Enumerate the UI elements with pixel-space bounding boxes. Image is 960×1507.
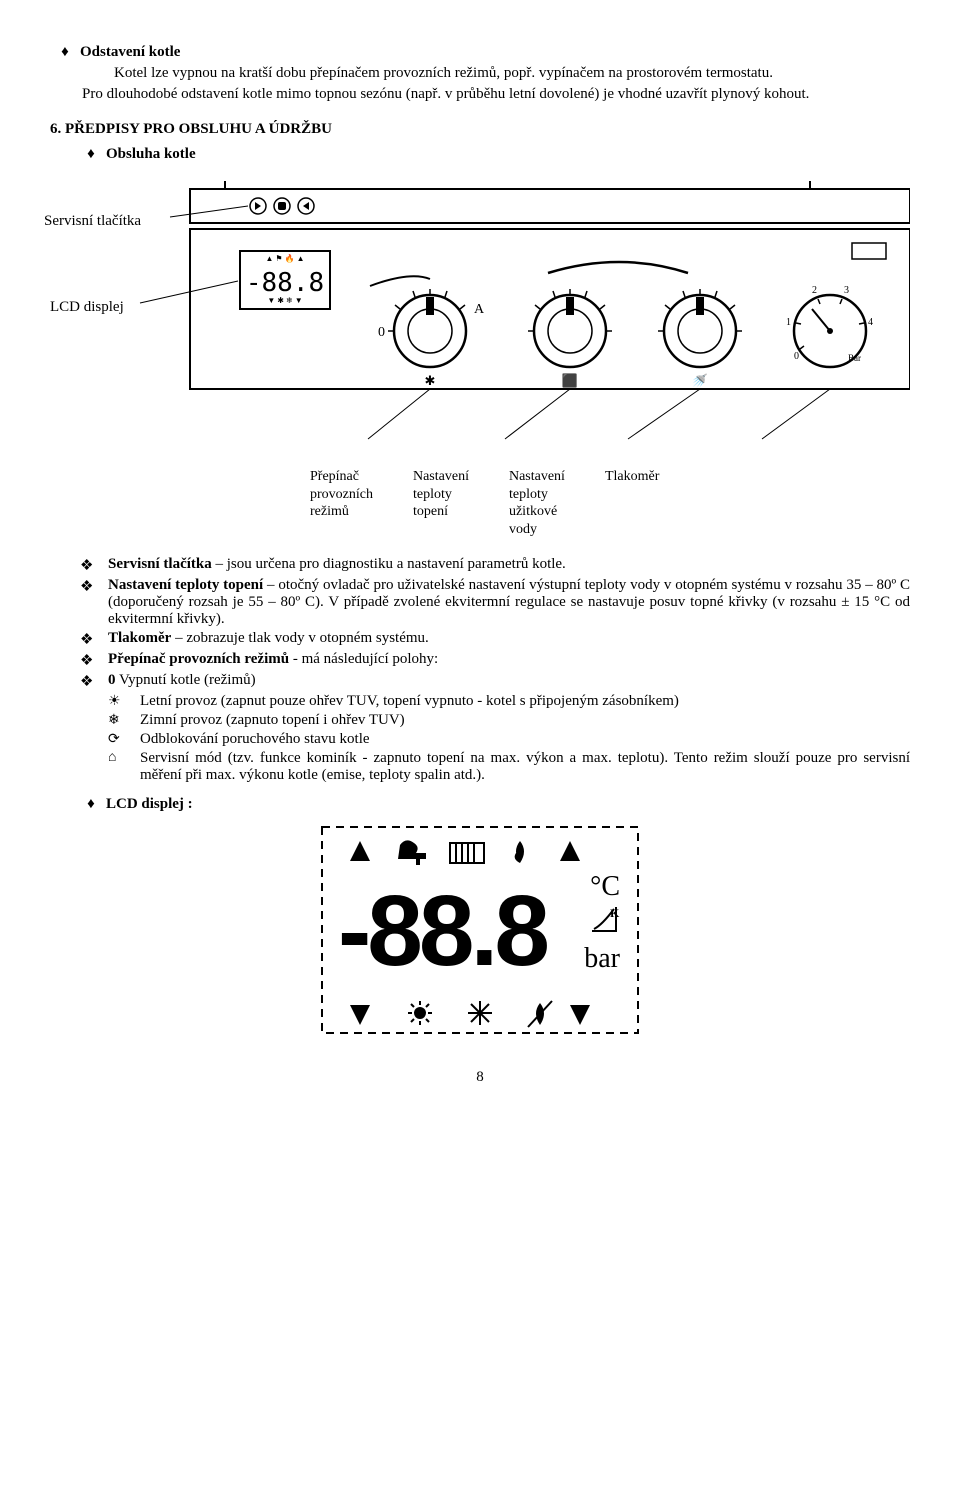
b5-rest: Vypnutí kotle (režimů) [116, 672, 256, 688]
obsluha-title-text: Obsluha kotle [106, 146, 196, 163]
svg-text:▲ ⚑ 🔥 ▲: ▲ ⚑ 🔥 ▲ [266, 253, 305, 263]
shutdown-title-text: Odstavení kotle [80, 44, 180, 61]
rules-heading: 6. PŘEDPISY PRO OBSLUHU A ÚDRŽBU [50, 121, 910, 138]
ptr-heat-l3: topení [413, 504, 448, 519]
symbol-list: ☀ Letní provoz (zapnut pouze ohřev TUV, … [108, 693, 910, 784]
bullet-heating: ❖ Nastavení teploty topení – otočný ovla… [80, 577, 910, 628]
svg-text:-88.8: -88.8 [338, 875, 547, 987]
clover-icon: ❖ [80, 556, 108, 575]
diamond-icon: ♦ [76, 796, 106, 813]
clover-icon: ❖ [80, 651, 108, 670]
clover-icon: ❖ [80, 672, 108, 691]
clover-icon: ❖ [80, 630, 108, 649]
shutdown-para2: Pro dlouhodobé odstavení kotle mimo topn… [50, 86, 910, 103]
b1-rest: – jsou určena pro diagnostiku a nastaven… [212, 556, 566, 572]
ptr-heat-l1: Nastavení [413, 469, 469, 484]
svg-text:-88.8: -88.8 [246, 268, 324, 298]
sym2-text: Zimní provoz (zapnuto topení i ohřev TUV… [140, 712, 405, 729]
sym1-text: Letní provoz (zapnut pouze ohřev TUV, to… [140, 693, 679, 710]
svg-text:°C: °C [590, 871, 620, 902]
ptr-mode: Přepínač provozních režimů [310, 468, 373, 538]
sun-icon: ☀ [108, 693, 140, 710]
svg-text:0: 0 [378, 325, 385, 340]
label-service-buttons: Servisní tlačítka [44, 213, 141, 230]
ptr-heat: Nastavení teploty topení [413, 468, 469, 538]
svg-text:1: 1 [786, 317, 791, 328]
b4-rest: - má následující polohy: [289, 651, 438, 667]
ptr-mode-l2: provozních [310, 487, 373, 502]
ptr-dhw: Nastavení teploty užitkové vody [509, 468, 565, 538]
control-panel-diagram: Servisní tlačítka LCD displej ▲ ⚑ 🔥 ▲ -8… [50, 181, 910, 446]
snowflake-icon: ❄ [108, 712, 140, 729]
ptr-mode-l1: Přepínač [310, 469, 359, 484]
label-lcd: LCD displej [50, 299, 124, 316]
svg-text:⬛: ⬛ [562, 373, 578, 388]
bullet-gauge: ❖ Tlakoměr – zobrazuje tlak vody v otopn… [80, 630, 910, 649]
svg-text:3: 3 [844, 285, 849, 296]
svg-text:0: 0 [794, 351, 799, 362]
b5-lead: 0 [108, 672, 116, 688]
clover-icon: ❖ [80, 577, 108, 628]
sym-summer: ☀ Letní provoz (zapnut pouze ohřev TUV, … [108, 693, 910, 710]
clover-list: ❖ Servisní tlačítka – jsou určena pro di… [80, 556, 910, 691]
obsluha-kotle-title: ♦ Obsluha kotle [76, 146, 910, 163]
diamond-icon: ♦ [50, 44, 80, 61]
svg-text:A: A [474, 302, 485, 317]
svg-text:2: 2 [812, 285, 817, 296]
b3-lead: Tlakoměr [108, 630, 171, 646]
svg-text:🚿: 🚿 [692, 373, 708, 388]
diamond-icon: ♦ [76, 146, 106, 163]
chimney-icon: ⌂ [108, 750, 140, 784]
svg-text:bar: bar [584, 943, 620, 974]
lcd-enlarged: °C K bar -88.8 [320, 825, 640, 1035]
sym-reset: ⟳ Odblokování poruchového stavu kotle [108, 731, 910, 748]
sym-winter: ❄ Zimní provoz (zapnuto topení i ohřev T… [108, 712, 910, 729]
section-shutdown-title: ♦ Odstavení kotle [50, 44, 910, 61]
b3-rest: – zobrazuje tlak vody v otopném systému. [171, 630, 428, 646]
sym3-text: Odblokování poruchového stavu kotle [140, 731, 370, 748]
page-number: 8 [50, 1069, 910, 1086]
svg-text:Bar: Bar [848, 353, 861, 363]
pointer-labels-row: Přepínač provozních režimů Nastavení tep… [50, 468, 910, 538]
svg-text:✱: ✱ [425, 373, 436, 388]
ptr-gauge: Tlakoměr [605, 468, 659, 538]
bullet-mode: ❖ Přepínač provozních režimů - má násled… [80, 651, 910, 670]
ptr-heat-l2: teploty [413, 487, 452, 502]
lcd-section-title: ♦ LCD displej : [76, 796, 910, 813]
ptr-dhw-l1: Nastavení [509, 469, 565, 484]
b1-lead: Servisní tlačítka [108, 556, 212, 572]
shutdown-para1: Kotel lze vypnou na kratší dobu přepínač… [82, 65, 910, 82]
sym-chimney: ⌂ Servisní mód (tzv. funkce kominík - za… [108, 750, 910, 784]
bullet-zero: ❖ 0 Vypnutí kotle (režimů) [80, 672, 910, 691]
sym4-text: Servisní mód (tzv. funkce kominík - zapn… [140, 750, 910, 784]
ptr-dhw-l4: vody [509, 522, 537, 537]
panel-svg: ▲ ⚑ 🔥 ▲ -88.8 ▼ ✱ ❄ ▼ 0 A ✱ [50, 181, 910, 441]
lcd-title-text: LCD displej : [106, 796, 193, 813]
ptr-mode-l3: režimů [310, 504, 349, 519]
svg-text:▼ ✱ ❄ ▼: ▼ ✱ ❄ ▼ [267, 296, 302, 305]
ptr-dhw-l3: užitkové [509, 504, 557, 519]
bullet-service: ❖ Servisní tlačítka – jsou určena pro di… [80, 556, 910, 575]
ptr-gauge-l1: Tlakoměr [605, 469, 659, 484]
b2-lead: Nastavení teploty topení [108, 577, 263, 593]
reset-icon: ⟳ [108, 731, 140, 748]
svg-text:4: 4 [868, 317, 873, 328]
b4-lead: Přepínač provozních režimů [108, 651, 289, 667]
ptr-dhw-l2: teploty [509, 487, 548, 502]
